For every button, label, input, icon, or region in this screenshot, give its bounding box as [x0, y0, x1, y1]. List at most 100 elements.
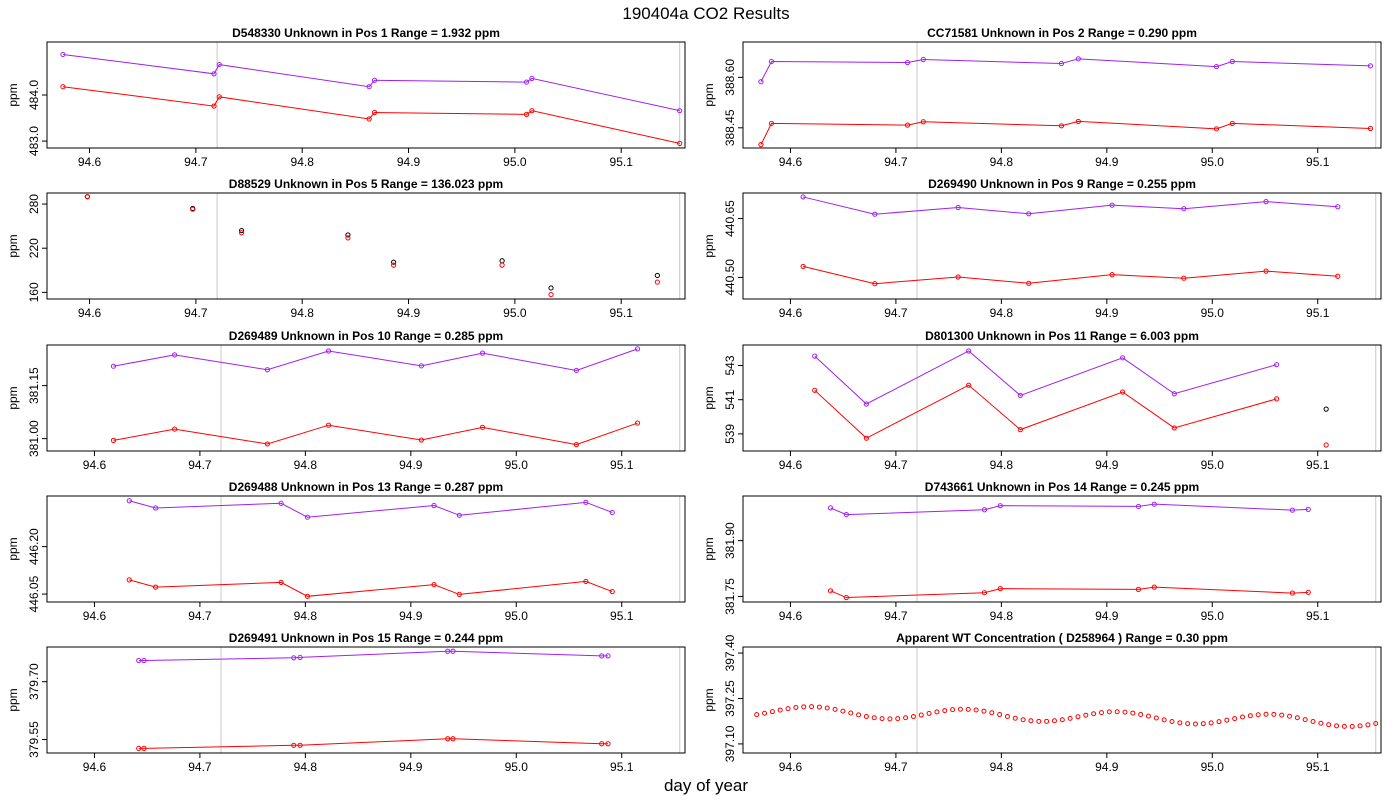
y-tick-label: 381.75 — [723, 578, 737, 615]
x-tick-label: 94.7 — [884, 760, 908, 774]
plot-frame — [46, 41, 686, 149]
x-tick-label: 95.0 — [1201, 609, 1225, 623]
panel-title: D269488 Unknown in Pos 13 Range = 0.287 … — [229, 480, 503, 494]
data-point-wt — [1012, 715, 1018, 721]
series-group — [827, 501, 1311, 601]
x-tick-label: 94.6 — [83, 760, 107, 774]
data-point-upper — [1305, 506, 1311, 512]
data-point-lower — [1109, 272, 1115, 278]
data-point-upper — [325, 348, 332, 354]
panel-1: D548330 Unknown in Pos 1 Range = 1.932 p… — [6, 26, 686, 169]
data-point-wt — [793, 704, 799, 710]
x-tick-label: 94.6 — [779, 760, 803, 774]
data-point-lower — [529, 108, 535, 114]
data-point-upper — [1120, 355, 1126, 361]
data-point-lower — [456, 591, 462, 598]
panel-3: D88529 Unknown in Pos 5 Range = 136.023 … — [6, 177, 686, 320]
data-point-lower — [758, 142, 764, 148]
data-point-wt — [1365, 722, 1371, 728]
x-tick-label: 95.1 — [1306, 458, 1330, 472]
series-line-lower — [760, 120, 1371, 145]
data-point-upper — [654, 272, 660, 279]
data-point-extra-upper — [1323, 406, 1329, 412]
figure-title: 190404a CO2 Results — [622, 4, 789, 23]
plot-frame — [46, 495, 686, 603]
data-point-wt — [934, 709, 940, 715]
y-tick-label: 543 — [723, 355, 737, 375]
data-point-upper — [1109, 202, 1115, 208]
data-point-lower — [264, 441, 270, 447]
series-line-lower — [830, 586, 1309, 599]
data-point-wt — [989, 710, 995, 716]
data-point-lower — [843, 594, 849, 601]
data-point-upper — [812, 353, 818, 359]
x-tick-label: 94.9 — [397, 306, 421, 320]
x-tick-label: 94.7 — [884, 609, 908, 623]
panel-4: D269490 Unknown in Pos 9 Range = 0.255 p… — [702, 177, 1382, 320]
data-point-lower — [304, 593, 311, 599]
series-group — [84, 194, 660, 298]
data-point-upper — [291, 655, 297, 661]
data-point-lower — [920, 119, 926, 125]
data-point-upper — [304, 514, 311, 520]
series-line-lower — [802, 265, 1338, 285]
data-point-upper — [904, 59, 911, 66]
y-axis-label: ppm — [702, 386, 716, 409]
data-point-wt — [832, 706, 838, 712]
y-tick-label: 381.00 — [27, 420, 41, 457]
data-point-lower — [391, 262, 397, 268]
series-line-lower — [129, 579, 613, 597]
data-point-lower — [981, 590, 988, 596]
panel-9: D269491 Unknown in Pos 15 Range = 0.244 … — [6, 631, 686, 774]
data-point-upper — [278, 500, 284, 506]
y-axis-label: ppm — [6, 234, 20, 257]
data-point-upper — [677, 108, 683, 114]
data-point-lower — [153, 584, 159, 590]
data-point-lower — [1120, 389, 1126, 395]
plot-frame — [742, 495, 1382, 603]
series-line-upper — [138, 650, 609, 661]
data-point-lower — [1026, 280, 1032, 286]
data-point-lower — [431, 581, 437, 588]
data-point-upper — [758, 79, 764, 85]
data-point-lower — [366, 116, 372, 122]
data-point-wt — [1169, 719, 1175, 725]
data-point-upper — [391, 259, 397, 265]
data-point-upper — [366, 84, 372, 90]
panel-5: D269489 Unknown in Pos 10 Range = 0.285 … — [6, 329, 686, 472]
data-point-wt — [879, 716, 885, 722]
y-axis-label: ppm — [702, 537, 716, 560]
y-tick-label: 446.05 — [27, 575, 41, 612]
series-line-upper — [814, 350, 1277, 405]
data-point-wt — [1036, 718, 1042, 724]
y-tick-label: 381.15 — [27, 367, 41, 404]
data-point-upper — [1335, 204, 1341, 210]
data-point-upper — [211, 71, 217, 77]
data-point-lower — [499, 262, 505, 268]
x-tick-label: 94.6 — [78, 306, 102, 320]
data-point-upper — [1017, 392, 1023, 399]
data-point-lower — [297, 742, 303, 748]
x-tick-label: 95.0 — [503, 306, 527, 320]
data-point-lower — [573, 442, 579, 448]
series-group — [812, 348, 1329, 448]
data-point-upper — [548, 285, 554, 291]
data-point-lower — [1151, 584, 1157, 590]
data-point-lower — [863, 435, 869, 441]
data-point-upper — [966, 348, 972, 354]
x-axis-label: day of year — [664, 776, 748, 795]
data-point-lower — [238, 230, 245, 236]
series-group — [126, 498, 615, 599]
data-point-lower — [1181, 275, 1187, 281]
y-tick-label: 440.50 — [723, 259, 737, 296]
data-point-lower — [291, 742, 297, 748]
data-point-upper — [599, 653, 605, 659]
data-point-lower — [136, 745, 142, 751]
data-point-upper — [1213, 63, 1220, 70]
data-point-lower — [605, 741, 611, 747]
y-axis-label: ppm — [702, 234, 716, 257]
y-tick-label: 484.0 — [27, 80, 41, 110]
panel-6: D801300 Unknown in Pos 11 Range = 6.003 … — [702, 329, 1382, 472]
y-tick-label: 160 — [27, 282, 41, 302]
data-point-lower — [800, 263, 806, 270]
